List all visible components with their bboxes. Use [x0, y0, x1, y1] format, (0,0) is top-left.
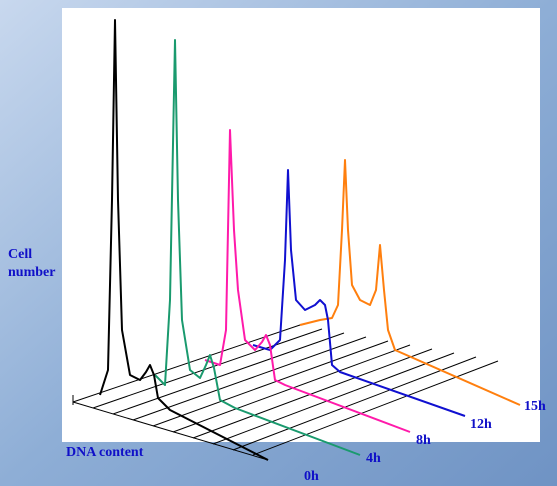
- chart: Cell number DNA content 0h 4h 8h 12h 15h: [0, 0, 557, 486]
- y-axis-label-line: number: [8, 265, 55, 280]
- series-label: 15h: [524, 399, 546, 414]
- x-axis-label: DNA content: [66, 445, 144, 460]
- series-label: 8h: [416, 433, 431, 448]
- y-axis-label-text: Cell: [8, 247, 32, 262]
- series-label: 0h: [304, 469, 319, 484]
- figure: Cell number DNA content 0h 4h 8h 12h 15h: [0, 0, 557, 486]
- series-label: 12h: [470, 417, 492, 432]
- series-label: 4h: [366, 451, 381, 466]
